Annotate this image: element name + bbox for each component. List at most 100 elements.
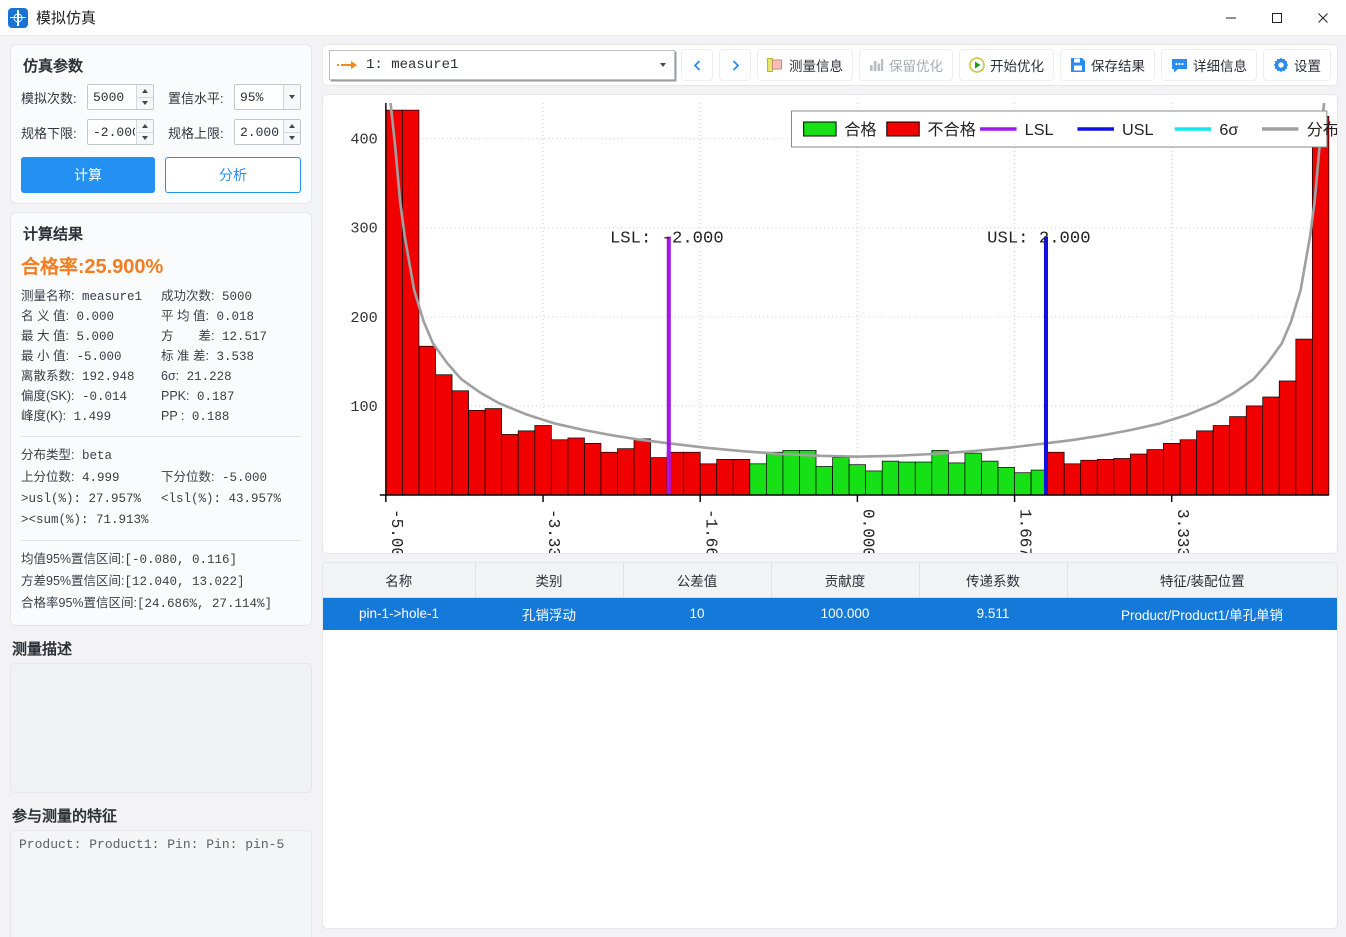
- col-name[interactable]: 名称: [323, 563, 476, 598]
- histogram-bar: [567, 437, 585, 496]
- prev-measure-button[interactable]: [681, 49, 713, 81]
- histogram-bar: [1096, 459, 1115, 496]
- chevron-down-icon[interactable]: [652, 51, 674, 79]
- y-axis-tick-label: 400: [350, 131, 377, 149]
- histogram-chart: 100 200 300 400 LSL: -2.000 USL: 2.000 -5.000 -…: [322, 94, 1338, 554]
- settings-button[interactable]: 设置: [1263, 49, 1331, 81]
- stat-value: -5.000: [76, 350, 122, 364]
- measure-selector[interactable]: 1: measure1: [329, 50, 675, 80]
- analyze-button[interactable]: 分析: [165, 157, 301, 193]
- sim-count-stepper[interactable]: [87, 84, 154, 110]
- histogram-bar: [451, 390, 469, 496]
- pass-rate: 合格率:25.900%: [21, 252, 301, 279]
- start-optimization-button[interactable]: 开始优化: [959, 49, 1054, 81]
- results-title: 计算结果: [23, 226, 84, 243]
- maximize-icon[interactable]: [1254, 0, 1300, 36]
- keep-optimization-label: 保留优化: [889, 59, 943, 74]
- dist-type-row: 分布类型: beta: [21, 445, 301, 467]
- results-card: 计算结果 合格率:25.900% 测量名称: measure1 成功次数: 50…: [10, 212, 312, 626]
- close-icon[interactable]: [1300, 0, 1346, 36]
- var-ci-label: 方差95%置信区间:: [21, 574, 125, 588]
- pass-rate-value: 25.900%: [84, 256, 164, 278]
- lsl-arrows[interactable]: [136, 120, 153, 144]
- toolbar: 1: measure1 测量信息: [322, 44, 1338, 86]
- col-tolerance[interactable]: 公差值: [623, 563, 772, 598]
- histogram-bar: [914, 461, 933, 496]
- detail-info-button[interactable]: 详细信息: [1161, 49, 1257, 81]
- stat-value: 12.517: [222, 330, 268, 344]
- legend-label: 分布曲线: [1307, 121, 1337, 139]
- histogram-bar: [1229, 416, 1247, 496]
- chevron-down-icon[interactable]: [283, 85, 300, 109]
- minimize-icon[interactable]: [1208, 0, 1254, 36]
- usl-arrows[interactable]: [283, 120, 300, 144]
- usl-stepper[interactable]: [234, 119, 301, 145]
- save-result-button[interactable]: 保存结果: [1060, 49, 1155, 81]
- settings-label: 设置: [1294, 59, 1321, 74]
- stat-item: 方 差: 12.517: [161, 327, 301, 347]
- keep-optimization-button: 保留优化: [859, 49, 953, 81]
- calculate-button[interactable]: 计算: [21, 157, 155, 193]
- col-transfer[interactable]: 传递系数: [919, 563, 1068, 598]
- table-row[interactable]: pin-1->hole-1 孔销浮动 10 100.000 9.511 Prod…: [323, 597, 1337, 630]
- usl-down-icon[interactable]: [284, 132, 300, 144]
- sim-count-arrows[interactable]: [136, 85, 153, 109]
- mean-ci: 均值95%置信区间:[-0.080, 0.116]: [21, 549, 301, 571]
- detail-info-label: 详细信息: [1193, 59, 1247, 74]
- cell-position: Product/Product1/单孔单销: [1067, 597, 1337, 630]
- histogram-bar: [683, 451, 701, 496]
- histogram-bar: [402, 109, 420, 496]
- measure-info-button[interactable]: 测量信息: [757, 49, 853, 81]
- histogram-bar: [385, 109, 403, 496]
- window-controls: [1208, 0, 1346, 36]
- histogram-bar: [1295, 338, 1313, 496]
- right-panel: 1: measure1 测量信息: [322, 36, 1346, 937]
- next-measure-button[interactable]: [719, 49, 751, 81]
- col-contribution[interactable]: 贡献度: [771, 563, 920, 598]
- histogram-bar: [931, 450, 949, 496]
- histogram-bar: [716, 459, 734, 496]
- sim-count-up-icon[interactable]: [137, 85, 153, 98]
- dist-type-value: beta: [82, 449, 113, 463]
- lsl-down-icon[interactable]: [137, 132, 153, 144]
- stat-value: 21.228: [186, 370, 232, 384]
- book-icon: [767, 58, 782, 72]
- histogram-bar: [1146, 449, 1164, 496]
- stat-item: 标 准 差: 3.538: [161, 347, 301, 367]
- stat-key: 标 准 差:: [161, 349, 209, 363]
- gt-usl-value: 27.957%: [88, 492, 142, 506]
- histogram-bar: [1212, 425, 1231, 496]
- rate-ci-value: [24.686%, 27.114%]: [137, 597, 273, 611]
- cell-category: 孔销浮动: [475, 597, 623, 630]
- stat-item: 名 义 值: 0.000: [21, 307, 161, 327]
- params-row-1: 模拟次数: 置信水平: 95%: [21, 84, 301, 110]
- mean-ci-value: [-0.080, 0.116]: [124, 553, 238, 567]
- stat-value: 0.187: [197, 390, 235, 404]
- lsl-up-icon[interactable]: [137, 120, 153, 133]
- col-position[interactable]: 特征/装配位置: [1067, 563, 1337, 598]
- x-axis-tick-label: -5.000: [387, 509, 405, 553]
- histogram-bar: [650, 457, 668, 496]
- params-buttons: 计算 分析: [21, 157, 301, 193]
- y-axis-tick-label: 200: [350, 309, 377, 327]
- stat-key: 离散系数:: [21, 369, 75, 383]
- stat-key: 6σ:: [161, 369, 180, 383]
- rate-ci: 合格率95%置信区间:[24.686%, 27.114%]: [21, 593, 301, 615]
- lsl-stepper[interactable]: [87, 119, 154, 145]
- features-list: Product: Product1: Pin: Pin: pin-5: [10, 830, 312, 937]
- histogram-bar: [633, 438, 651, 496]
- bar-chart-icon: [870, 59, 884, 71]
- stat-value: 5.000: [76, 330, 114, 344]
- usl-up-icon[interactable]: [284, 120, 300, 133]
- col-category[interactable]: 类别: [475, 563, 624, 598]
- sim-count-down-icon[interactable]: [137, 97, 153, 109]
- stat-value: 1.499: [73, 410, 112, 424]
- histogram-bar: [600, 451, 618, 496]
- cell-name: pin-1->hole-1: [323, 597, 475, 630]
- histogram-bar: [865, 470, 883, 496]
- confidence-select[interactable]: 95%: [234, 84, 301, 110]
- legend-label: 不合格: [927, 121, 976, 139]
- description-input[interactable]: [10, 663, 312, 793]
- lsl-label: 规格下限:: [21, 125, 77, 141]
- stat-key: PPK:: [161, 389, 190, 403]
